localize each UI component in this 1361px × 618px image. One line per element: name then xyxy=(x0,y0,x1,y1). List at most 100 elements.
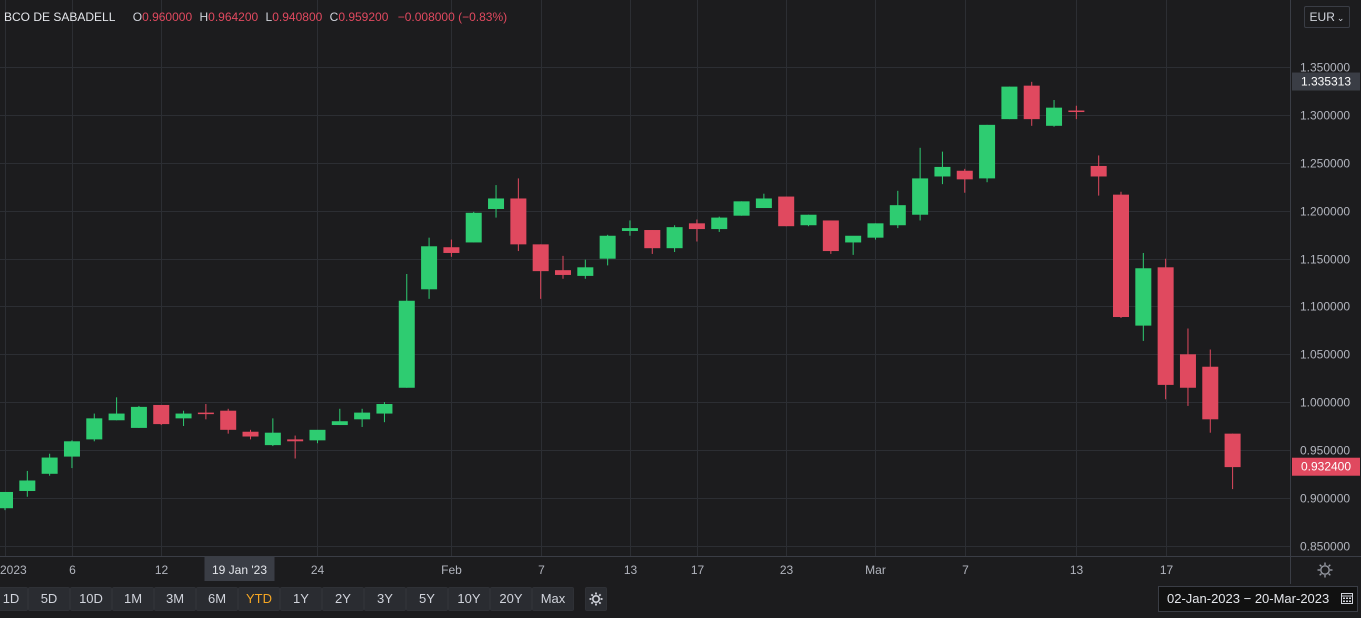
up-candle xyxy=(1046,107,1063,126)
down-candle xyxy=(532,244,549,272)
up-candle xyxy=(800,214,817,226)
y-tick-label: 1.100000 xyxy=(1300,300,1350,314)
down-candle xyxy=(197,412,214,415)
low-value: 0.940800 xyxy=(272,10,323,24)
up-candle xyxy=(1135,268,1152,326)
range-button-3y[interactable]: 3Y xyxy=(364,587,406,611)
up-candle xyxy=(934,166,951,177)
up-candle xyxy=(599,235,616,259)
range-button-1y[interactable]: 1Y xyxy=(280,587,322,611)
down-candle xyxy=(1224,433,1241,468)
down-candle xyxy=(1179,354,1196,388)
range-button-6m[interactable]: 6M xyxy=(196,587,238,611)
range-button-10y[interactable]: 10Y xyxy=(448,587,490,611)
x-tick-label: 2023 xyxy=(0,563,27,577)
up-candle xyxy=(0,491,13,509)
down-candle xyxy=(1202,366,1219,420)
range-button-max[interactable]: Max xyxy=(532,587,574,611)
axes: 1.350000 1.300000 1.250000 1.200000 1.150000… xyxy=(0,0,1361,584)
x-tick-label: 17 xyxy=(691,563,705,577)
chevron-down-icon: ⌄ xyxy=(1336,13,1345,23)
gear-icon xyxy=(589,592,603,606)
settings-icon[interactable] xyxy=(1316,561,1334,579)
up-candle xyxy=(465,212,482,243)
range-button-5d[interactable]: 5D xyxy=(28,587,70,611)
up-candle xyxy=(86,418,103,440)
up-candle xyxy=(1001,86,1018,120)
down-candle xyxy=(510,198,527,245)
up-candle xyxy=(488,198,505,209)
up-candle xyxy=(421,246,438,290)
x-tick-label: 13 xyxy=(624,563,638,577)
down-candle xyxy=(153,404,170,425)
x-tick-label: 6 xyxy=(69,563,76,577)
up-candle xyxy=(175,413,192,419)
up-candle xyxy=(41,457,58,474)
currency-select[interactable]: EUR ⌄ xyxy=(1304,6,1350,28)
range-button-1m[interactable]: 1M xyxy=(112,587,154,611)
candles xyxy=(0,81,1241,511)
x-tick-label: 7 xyxy=(962,563,969,577)
range-button-2y[interactable]: 2Y xyxy=(322,587,364,611)
highlighted-date-box xyxy=(204,557,275,581)
down-candle xyxy=(1157,267,1174,385)
date-range-picker[interactable]: 02-Jan-2023 − 20-Mar-2023 xyxy=(1158,586,1358,612)
low-label: L xyxy=(265,10,273,24)
x-tick-label: 7 xyxy=(538,563,545,577)
date-range-text: 02-Jan-2023 − 20-Mar-2023 xyxy=(1167,591,1330,606)
down-candle xyxy=(1113,194,1129,318)
x-tick-label: 13 xyxy=(1070,563,1084,577)
range-settings-button[interactable] xyxy=(585,587,607,611)
high-value: 0.964200 xyxy=(208,10,259,24)
range-button-ytd[interactable]: YTD xyxy=(238,587,280,611)
up-candle xyxy=(755,198,772,209)
up-candle xyxy=(130,406,147,428)
range-button-1d[interactable]: 1D xyxy=(0,587,28,611)
y-tick-label: 1.350000 xyxy=(1300,61,1350,75)
down-candle xyxy=(443,247,460,253)
y-tick-label: 0.850000 xyxy=(1300,540,1350,554)
range-button-3m[interactable]: 3M xyxy=(154,587,196,611)
up-candle xyxy=(666,227,683,249)
range-toolbar: 1D 5D 10D 1M 3M 6M YTD 1Y 2Y 3Y 5Y 10Y 20Y Max 02-Jan… xyxy=(0,584,1361,613)
up-candle xyxy=(63,441,80,457)
close-value: 0.959200 xyxy=(338,10,389,24)
down-candle xyxy=(287,439,304,442)
range-button-20y[interactable]: 20Y xyxy=(490,587,532,611)
down-candle xyxy=(1023,85,1040,120)
x-tick-label: Mar xyxy=(865,563,886,577)
up-candle xyxy=(398,300,415,388)
y-tick-label: 1.250000 xyxy=(1300,157,1350,171)
up-candle xyxy=(354,412,371,420)
down-candle xyxy=(1090,165,1107,177)
symbol-name: BCO DE SABADELL xyxy=(4,10,116,24)
down-candle xyxy=(822,220,839,252)
y-tick-label: 0.950000 xyxy=(1300,444,1350,458)
up-candle xyxy=(577,267,594,276)
y-tick-label: 1.050000 xyxy=(1300,348,1350,362)
ohlc-header: BCO DE SABADELL O0.960000 H0.964200 L0.9… xyxy=(0,0,1290,34)
down-candle xyxy=(778,196,795,227)
x-tick-label: 17 xyxy=(1160,563,1174,577)
up-candle xyxy=(621,228,638,231)
down-candle xyxy=(956,170,973,180)
last-price-label: 0.932400 xyxy=(1301,460,1351,474)
up-candle xyxy=(867,223,884,238)
down-candle xyxy=(220,410,237,430)
x-tick-label: Feb xyxy=(441,563,462,577)
y-tick-label: 1.300000 xyxy=(1300,109,1350,123)
crosshair-price-badge xyxy=(1292,72,1360,91)
crosshair-price-label: 1.335313 xyxy=(1301,75,1351,89)
range-button-10d[interactable]: 10D xyxy=(70,587,112,611)
up-candle xyxy=(979,124,996,179)
up-candle xyxy=(108,413,125,421)
currency-label: EUR xyxy=(1309,10,1335,24)
x-tick-label: 23 xyxy=(780,563,794,577)
down-candle xyxy=(555,270,571,275)
calendar-icon xyxy=(1341,593,1353,604)
down-candle xyxy=(688,223,705,230)
range-button-5y[interactable]: 5Y xyxy=(406,587,448,611)
up-candle xyxy=(331,421,348,426)
